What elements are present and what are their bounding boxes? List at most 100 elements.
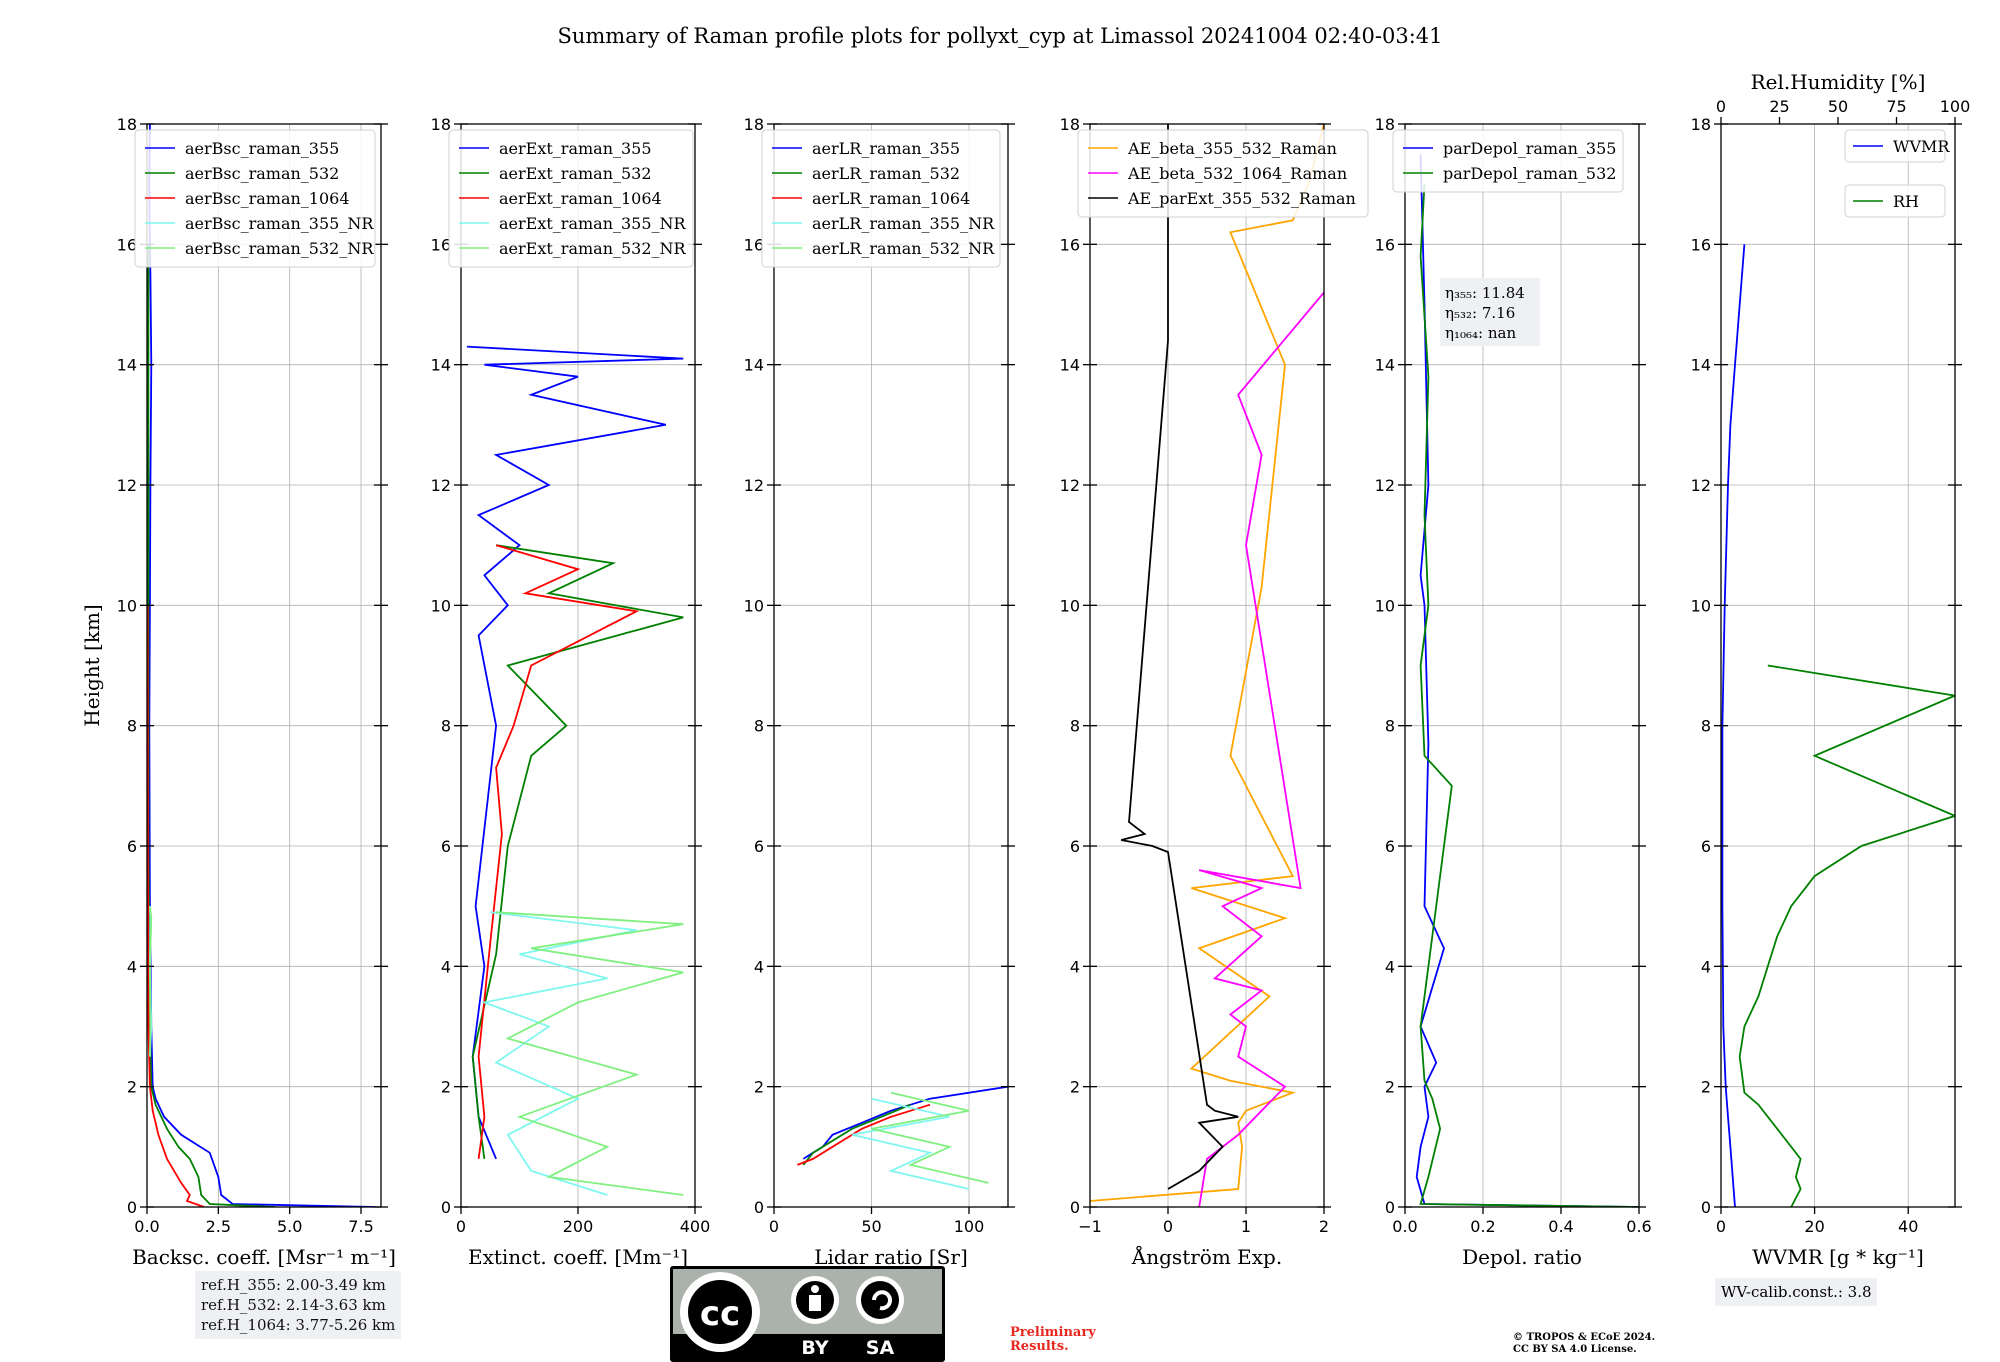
y-tick-label: 14 [1375, 356, 1395, 375]
legend-label: aerBsc_raman_1064 [185, 189, 350, 208]
legend-label: parDepol_raman_355 [1443, 139, 1616, 158]
legend-box [448, 129, 694, 268]
legend-box [1844, 129, 1946, 163]
series-line-aerExt_raman_1064 [477, 544, 640, 1160]
person-head-icon [811, 1285, 819, 1293]
plot-frame [146, 123, 382, 1208]
y-tick-label: 12 [1060, 476, 1080, 495]
x-tick-label: 0.2 [1470, 1217, 1495, 1236]
y-tick-label: 10 [431, 596, 451, 615]
copyright-note: © TROPOS & ECoE 2024. CC BY SA 4.0 Licen… [1513, 1332, 1655, 1356]
y-tick-label: 8 [1701, 717, 1711, 736]
y-tick-label: 10 [744, 596, 764, 615]
x-tick-label: 50 [861, 1217, 881, 1236]
y-tick-label: 4 [1070, 957, 1080, 976]
preliminary-line-1: Preliminary [1010, 1325, 1096, 1340]
y-tick-label: 16 [117, 235, 137, 254]
preliminary-results-note: Preliminary Results. [1010, 1326, 1096, 1354]
y-tick-label: 4 [441, 957, 451, 976]
x-tick-label: 40 [1898, 1217, 1918, 1236]
y-tick-label: 2 [127, 1078, 137, 1097]
panel-lidar_ratio: 0 2 4 6 8 10 12 14 16 18 0 50 100 Lidar ratio [Sr] aer… [744, 115, 1015, 1269]
y-tick-label: 8 [1385, 717, 1395, 736]
wv-calib-text: WV-calib.const.: 3.8 [1721, 1283, 1872, 1301]
y-tick-label: 14 [117, 356, 137, 375]
y-tick-label: 2 [1385, 1078, 1395, 1097]
y-tick-label: 0 [127, 1198, 137, 1217]
y-tick-label: 4 [1385, 957, 1395, 976]
x-tick-label: 0.6 [1626, 1217, 1651, 1236]
y-tick-label: 14 [744, 356, 764, 375]
y-tick-label: 10 [1691, 596, 1711, 615]
person-body-icon [809, 1295, 821, 1311]
y-tick-label: 16 [431, 235, 451, 254]
y-tick-label: 6 [754, 837, 764, 856]
ref-height-355: ref.H_355: 2.00-3.49 km [201, 1276, 386, 1294]
x-tick-label: 0 [1716, 1217, 1726, 1236]
legend-label: aerExt_raman_355_NR [499, 214, 687, 233]
y-tick-label: 18 [1060, 115, 1080, 134]
y-tick-label: 0 [1070, 1198, 1080, 1217]
x-axis-label: Depol. ratio [1462, 1245, 1582, 1269]
series-line-RH [1738, 664, 1955, 1207]
x-tick-label: 200 [563, 1217, 594, 1236]
x-tick-label: 0 [769, 1217, 779, 1236]
x-tick-label: 0.0 [1392, 1217, 1417, 1236]
copyright-line-1: © TROPOS & ECoE 2024. [1513, 1332, 1656, 1343]
y-tick-label: 16 [744, 235, 764, 254]
plot-frame [1720, 123, 1956, 1208]
y-tick-label: 14 [1060, 356, 1080, 375]
y-tick-label: 16 [1060, 235, 1080, 254]
sa-arrow-icon [872, 1290, 892, 1311]
y-tick-label: 10 [1375, 596, 1395, 615]
series-line-aerLR_raman_1064 [797, 1103, 931, 1166]
y-tick-label: 6 [1070, 837, 1080, 856]
y-tick-label: 10 [1060, 596, 1080, 615]
series-line-aerExt_raman_532_NR [496, 911, 684, 1196]
panel-backscatter: 0 2 4 6 8 10 12 14 16 18 0.0 2.5 5.0 7.5 Backsc. coeff… [80, 115, 396, 1269]
legend-label: aerExt_raman_532_NR [499, 239, 687, 258]
wv-calib-box [1715, 1278, 1877, 1306]
series-line-aerLR_raman_532 [802, 1103, 911, 1166]
y-tick-label: 12 [1375, 476, 1395, 495]
y-tick-label: 18 [744, 115, 764, 134]
plot-frame [1089, 123, 1325, 1208]
depol-annotation-text: η₁₀₆₄: nan [1445, 324, 1516, 342]
sa-label: SA [866, 1337, 895, 1359]
y-tick-label: 12 [431, 476, 451, 495]
y-tick-label: 14 [1691, 356, 1711, 375]
series-line-AE_beta_532_1064_Raman [1198, 291, 1324, 1207]
x-tick-label: 100 [954, 1217, 985, 1236]
y-tick-label: 18 [117, 115, 137, 134]
x-tick-label: 5.0 [277, 1217, 302, 1236]
legend-box [134, 129, 376, 268]
x-tick-label: 0 [456, 1217, 466, 1236]
x-axis-label: Lidar ratio [Sr] [814, 1245, 968, 1269]
y-tick-label: 8 [127, 717, 137, 736]
depol-annotation-text: η₃₅₅: 11.84 [1445, 284, 1525, 302]
top-x-tick-label: 25 [1769, 97, 1789, 116]
y-tick-label: 2 [754, 1078, 764, 1097]
y-tick-label: 0 [1701, 1198, 1711, 1217]
cc-text: cc [700, 1294, 740, 1334]
legend-label: aerLR_raman_1064 [812, 189, 970, 208]
y-tick-label: 8 [754, 717, 764, 736]
y-tick-label: 2 [1070, 1078, 1080, 1097]
top-x-tick-label: 75 [1886, 97, 1906, 116]
by-label: BY [801, 1337, 828, 1359]
x-tick-label: 2.5 [206, 1217, 231, 1236]
y-tick-label: 4 [127, 957, 137, 976]
y-axis-label: Height [km] [80, 604, 104, 726]
series-line-aerLR_raman_355_NR [851, 1097, 970, 1190]
legend-box [1077, 129, 1369, 218]
y-tick-label: 2 [441, 1078, 451, 1097]
legend-label: aerLR_raman_355 [812, 139, 960, 158]
y-tick-label: 12 [117, 476, 137, 495]
series-line-aerExt_raman_532 [471, 544, 684, 1160]
series-line-aerExt_raman_355_NR [481, 911, 637, 1196]
x-tick-label: −1 [1078, 1217, 1102, 1236]
y-tick-label: 14 [431, 356, 451, 375]
y-tick-label: 6 [441, 837, 451, 856]
y-tick-label: 8 [441, 717, 451, 736]
